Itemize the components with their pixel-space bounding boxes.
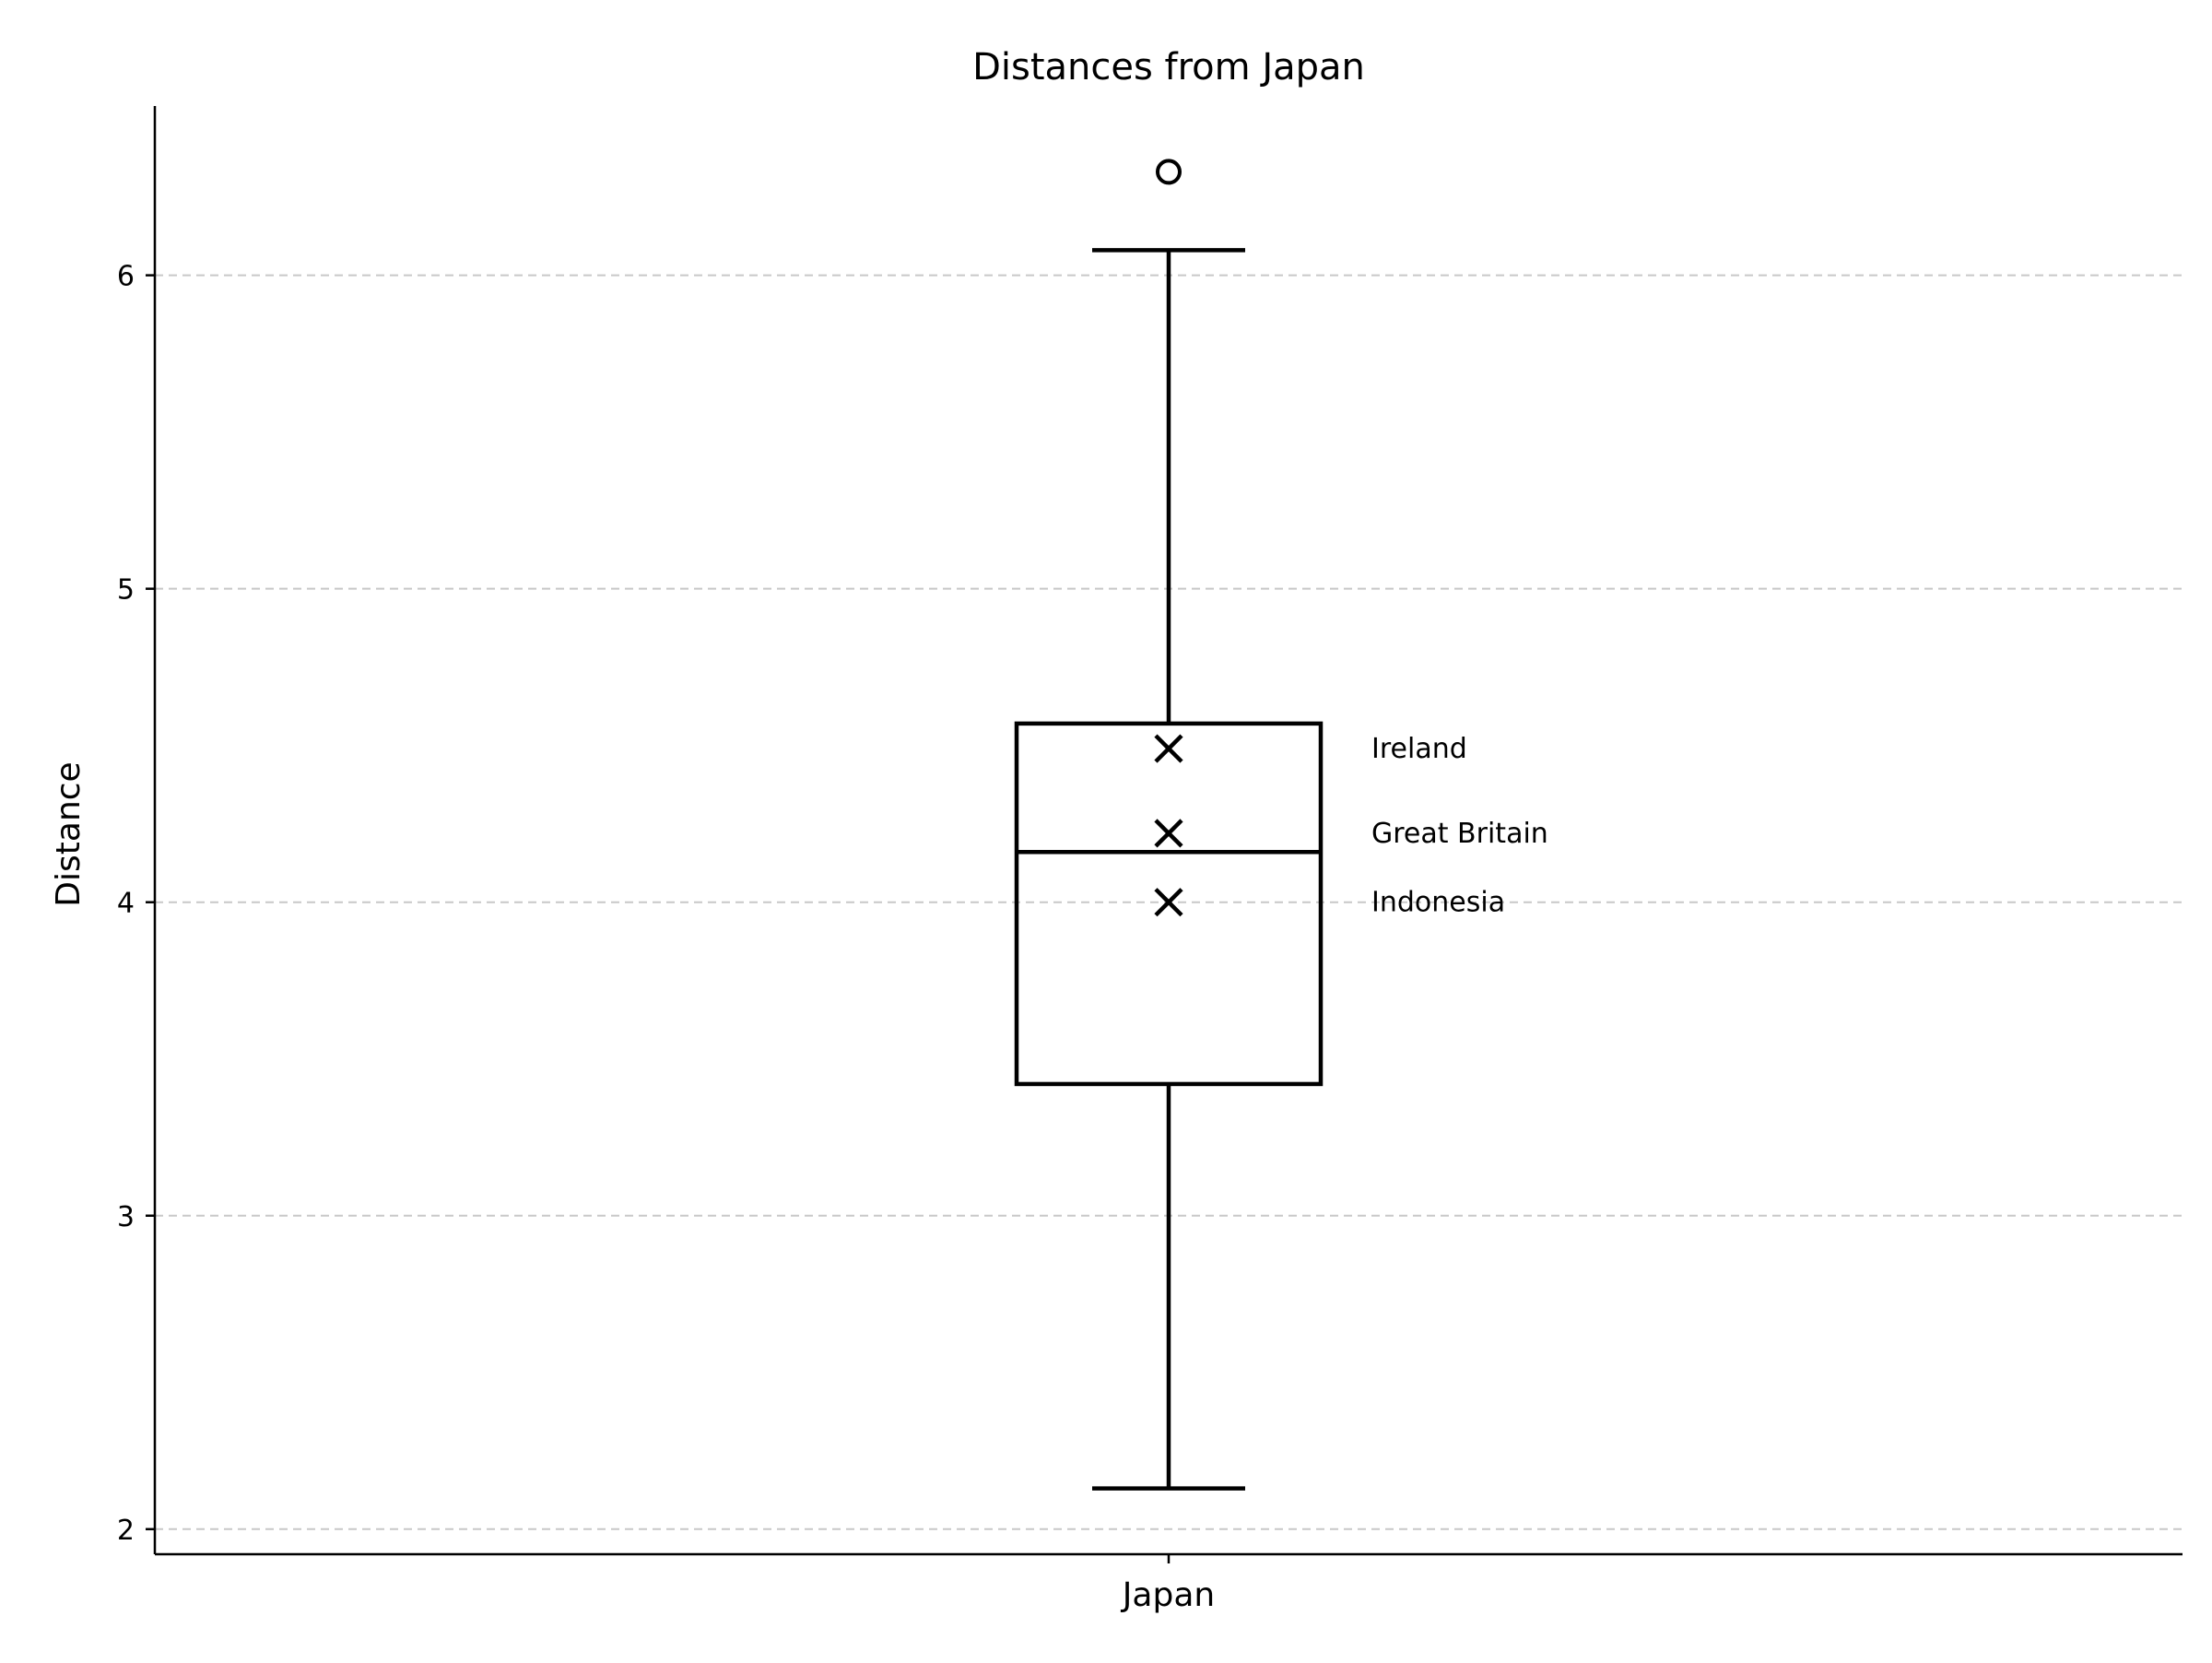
- outlier-point: [1156, 159, 1182, 185]
- y-tick-label: 6: [117, 261, 135, 293]
- x-marker-stroke: [1154, 819, 1183, 848]
- box-layer: [1014, 159, 1324, 1491]
- x-marker-stroke: [1154, 734, 1183, 763]
- x-category-label: Japan: [1121, 1576, 1215, 1614]
- chart-title: Distances from Japan: [972, 46, 1365, 88]
- x-marker: [1154, 734, 1183, 763]
- y-tick-label: 2: [117, 1515, 135, 1547]
- y-tick-label: 5: [117, 574, 135, 607]
- y-ticks: 2 3 4 5 6 Japan: [117, 261, 1215, 1614]
- x-marker: [1154, 888, 1183, 917]
- y-tick-label: 4: [117, 888, 135, 920]
- y-axis-label: Distance: [50, 761, 88, 906]
- point-label: Ireland: [1371, 733, 1467, 765]
- highlighted-points: Ireland Great Britain Indonesia: [1154, 733, 1548, 919]
- point-label: Great Britain: [1371, 818, 1548, 850]
- x-marker-stroke: [1154, 888, 1183, 917]
- x-marker: [1154, 819, 1183, 848]
- y-tick-label: 3: [117, 1201, 135, 1233]
- point-label: Indonesia: [1371, 887, 1505, 919]
